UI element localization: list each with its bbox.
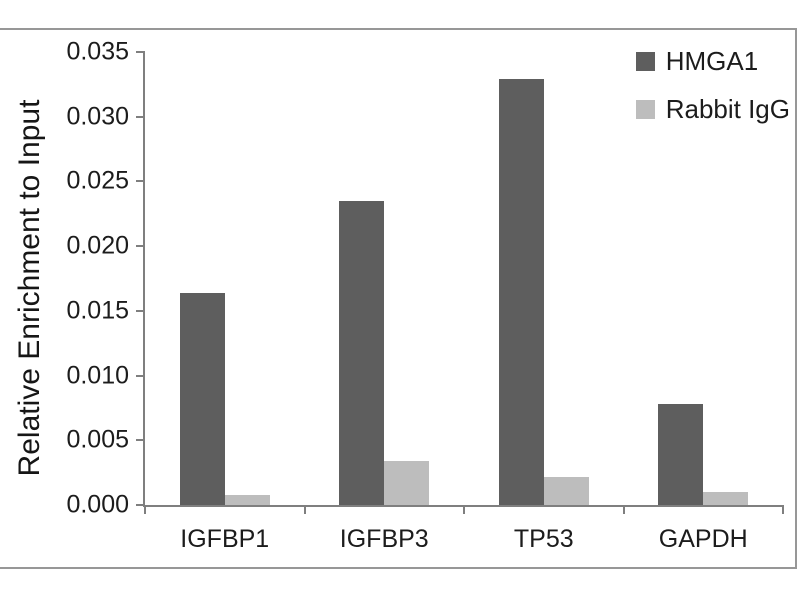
x-axis-tick xyxy=(622,505,625,514)
x-axis-category-label-igfbp3: IGFBP3 xyxy=(339,525,429,553)
x-axis-tick xyxy=(782,505,784,514)
legend-label-hmga1: HMGA1 xyxy=(665,46,759,76)
legend-item-hmga1: HMGA1 xyxy=(635,46,790,77)
bar-rabbit-igg-tp53 xyxy=(543,476,589,505)
y-axis-tick-label: 0.015 xyxy=(66,296,129,325)
y-axis-tick xyxy=(136,504,145,506)
y-axis-tick-label: 0.030 xyxy=(66,102,129,131)
y-axis-title: Relative Enrichment to Input xyxy=(13,99,46,477)
category-group-gapdh xyxy=(624,52,784,505)
y-axis-tick xyxy=(136,309,145,312)
category-group-tp53 xyxy=(464,52,624,505)
y-axis-tick-label: 0.020 xyxy=(66,231,129,260)
bar-rabbit-igg-igfbp1 xyxy=(224,494,270,505)
plot-area: 0.000 0.005 0.010 0.015 0.020 0.025 0.030 0.035… xyxy=(66,38,784,553)
x-axis-tick xyxy=(303,505,306,514)
y-axis-tick-label: 0.010 xyxy=(66,361,129,390)
figure-frame xyxy=(0,28,797,569)
legend-swatch-hmga1 xyxy=(635,52,655,71)
y-axis-tick-label: 0.000 xyxy=(66,490,129,519)
x-axis-tick xyxy=(144,505,146,514)
y-axis-tick-label: 0.005 xyxy=(66,425,129,454)
y-axis-tick xyxy=(136,374,145,377)
bar-rabbit-igg-gapdh xyxy=(703,492,749,505)
bar-hmga1-igfbp1 xyxy=(179,292,225,505)
x-axis-category-label-igfbp1: IGFBP1 xyxy=(180,525,270,553)
y-axis-tick xyxy=(136,115,145,118)
legend-item-rabbit-igg: Rabbit IgG xyxy=(635,94,790,125)
legend-swatch-rabbit-igg xyxy=(635,100,655,119)
y-axis-tick xyxy=(136,245,145,248)
y-axis-tick xyxy=(136,51,145,53)
bar-hmga1-tp53 xyxy=(498,79,544,505)
category-group-igfbp3 xyxy=(305,52,465,505)
bar-hmga1-igfbp3 xyxy=(339,200,385,505)
x-axis-tick xyxy=(463,505,465,514)
bar-hmga1-gapdh xyxy=(658,404,704,505)
y-axis-tick xyxy=(136,439,145,442)
legend-label-rabbit-igg: Rabbit IgG xyxy=(665,94,790,124)
legend: HMGA1 Rabbit IgG xyxy=(635,46,790,125)
x-axis-category-label-gapdh: GAPDH xyxy=(658,525,748,553)
y-axis-tick-label: 0.025 xyxy=(66,166,129,195)
bar-rabbit-igg-igfbp3 xyxy=(384,461,430,505)
x-axis-category-label-tp53: TP53 xyxy=(513,525,574,553)
y-axis-tick-label: 0.035 xyxy=(66,37,129,66)
category-group-igfbp1 xyxy=(145,52,305,505)
y-axis-tick xyxy=(136,180,145,183)
